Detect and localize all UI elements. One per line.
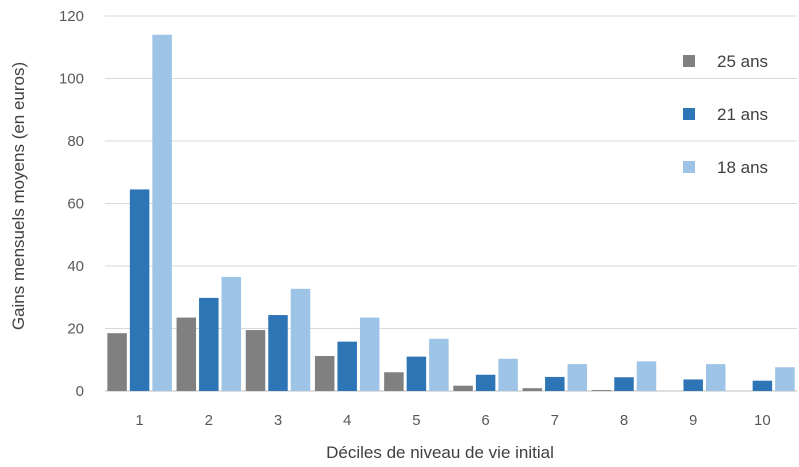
bar-25-ans-decile-4 [315, 356, 335, 391]
bar-25-ans-decile-5 [384, 372, 404, 391]
bar-18-ans-decile-3 [291, 289, 311, 391]
legend-swatch [683, 108, 695, 120]
bar-18-ans-decile-9 [706, 364, 726, 391]
x-tick-label: 6 [481, 412, 489, 429]
y-tick-label: 60 [67, 196, 84, 213]
bar-21-ans-decile-1 [130, 189, 150, 391]
x-tick-label: 7 [551, 412, 559, 429]
x-tick-label: 3 [274, 412, 282, 429]
bar-21-ans-decile-6 [476, 375, 496, 391]
legend-label: 25 ans [717, 52, 768, 71]
bar-25-ans-decile-3 [246, 330, 266, 391]
bar-21-ans-decile-2 [199, 298, 219, 391]
bar-21-ans-decile-8 [614, 377, 634, 391]
bar-25-ans-decile-7 [523, 388, 543, 391]
legend-label: 18 ans [717, 158, 768, 177]
x-tick-label: 1 [135, 412, 143, 429]
bars [107, 35, 794, 391]
bar-21-ans-decile-3 [268, 315, 288, 391]
y-tick-label: 40 [67, 258, 84, 275]
bar-21-ans-decile-9 [683, 379, 703, 391]
y-tick-label: 100 [59, 71, 84, 88]
y-tick-label: 120 [59, 8, 84, 25]
bar-18-ans-decile-10 [775, 367, 795, 391]
x-tick-label: 9 [689, 412, 697, 429]
y-tick-label: 0 [76, 383, 84, 400]
bar-18-ans-decile-8 [637, 361, 657, 391]
y-tick-label: 80 [67, 133, 84, 150]
bar-18-ans-decile-1 [152, 35, 172, 391]
bar-18-ans-decile-4 [360, 318, 380, 391]
y-tick-label: 20 [67, 321, 84, 338]
bar-18-ans-decile-7 [568, 364, 588, 391]
bar-21-ans-decile-4 [337, 342, 357, 391]
y-axis-title: Gains mensuels moyens (en euros) [9, 62, 28, 330]
x-tick-label: 4 [343, 412, 351, 429]
legend-swatch [683, 161, 695, 173]
bar-25-ans-decile-6 [453, 386, 473, 391]
y-axis-ticks: 0 20 40 60 80 100 120 [59, 8, 84, 400]
bar-21-ans-decile-10 [753, 381, 773, 391]
bar-25-ans-decile-2 [177, 318, 197, 391]
x-tick-label: 10 [754, 412, 771, 429]
bar-18-ans-decile-6 [498, 359, 517, 391]
legend: 25 ans 21 ans 18 ans [683, 52, 768, 177]
legend-swatch [683, 55, 695, 67]
bar-18-ans-decile-5 [429, 339, 449, 391]
bar-25-ans-decile-1 [107, 333, 127, 391]
bar-21-ans-decile-7 [545, 377, 565, 391]
x-tick-label: 2 [205, 412, 213, 429]
x-axis-title: Déciles de niveau de vie initial [326, 443, 554, 462]
bar-21-ans-decile-5 [407, 357, 427, 391]
x-axis-ticks: 1 2 3 4 5 6 7 8 9 10 [135, 412, 770, 429]
x-tick-label: 5 [412, 412, 420, 429]
legend-label: 21 ans [717, 105, 768, 124]
bar-18-ans-decile-2 [222, 277, 242, 391]
bar-25-ans-decile-8 [592, 390, 612, 391]
x-tick-label: 8 [620, 412, 628, 429]
